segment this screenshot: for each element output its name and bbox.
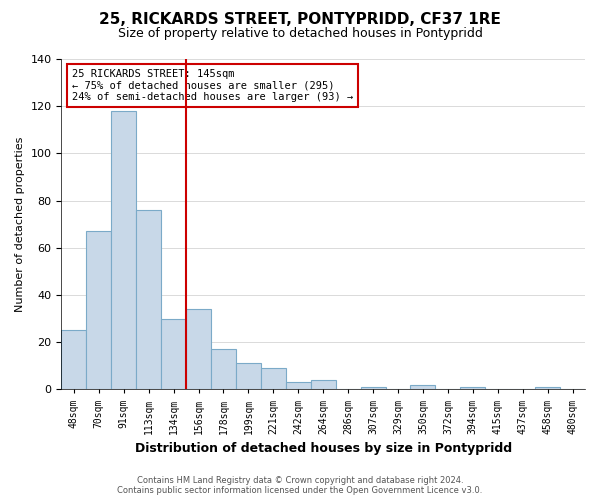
Bar [111,111,136,390]
X-axis label: Distribution of detached houses by size in Pontypridd: Distribution of detached houses by size … [134,442,512,455]
Bar [236,364,261,390]
Bar [161,318,186,390]
Bar [61,330,86,390]
Bar [261,368,286,390]
Bar [186,309,211,390]
Y-axis label: Number of detached properties: Number of detached properties [15,136,25,312]
Bar [86,232,111,390]
Text: Contains HM Land Registry data © Crown copyright and database right 2024.
Contai: Contains HM Land Registry data © Crown c… [118,476,482,495]
Bar [410,384,436,390]
Text: 25 RICKARDS STREET: 145sqm
← 75% of detached houses are smaller (295)
24% of sem: 25 RICKARDS STREET: 145sqm ← 75% of deta… [72,69,353,102]
Bar [286,382,311,390]
Text: Size of property relative to detached houses in Pontypridd: Size of property relative to detached ho… [118,28,482,40]
Bar [311,380,335,390]
Bar [136,210,161,390]
Bar [460,387,485,390]
Bar [535,387,560,390]
Bar [361,387,386,390]
Text: 25, RICKARDS STREET, PONTYPRIDD, CF37 1RE: 25, RICKARDS STREET, PONTYPRIDD, CF37 1R… [99,12,501,28]
Bar [211,350,236,390]
